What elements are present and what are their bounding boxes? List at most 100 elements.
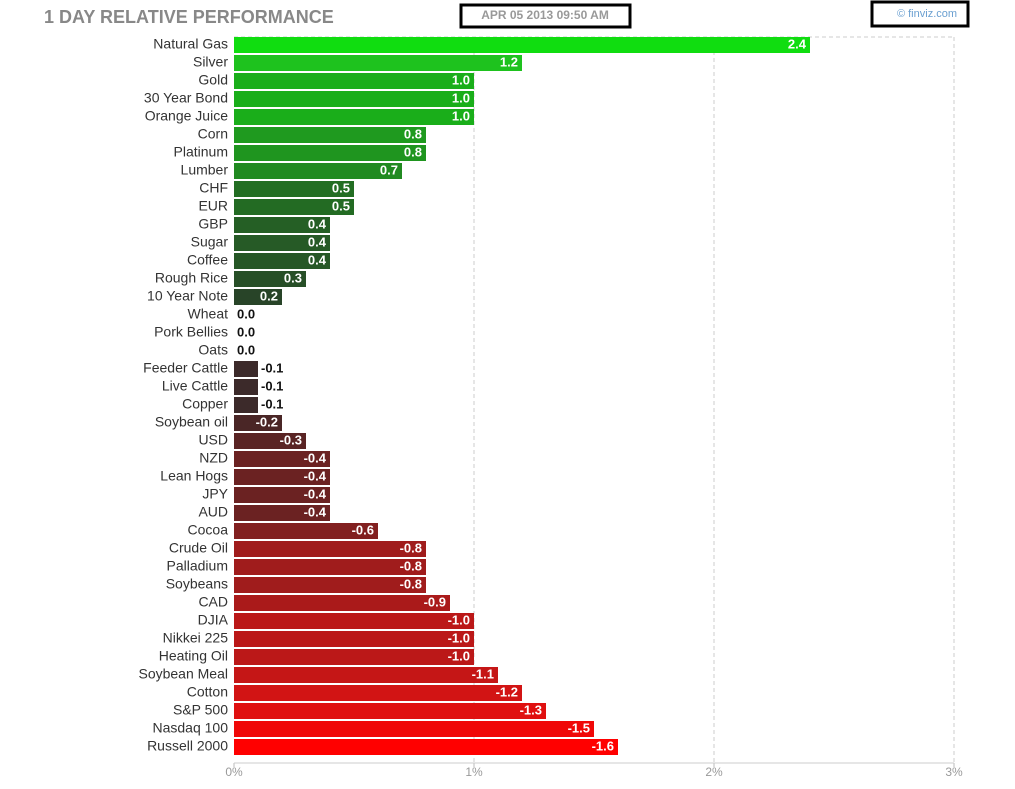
value-label: -0.4	[304, 468, 327, 483]
value-label: -0.4	[304, 486, 327, 501]
chart-title: 1 DAY RELATIVE PERFORMANCE	[44, 7, 334, 27]
category-label: EUR	[198, 198, 228, 214]
value-label: 0.0	[237, 342, 255, 357]
source-box[interactable]	[870, 0, 970, 28]
value-label: 0.7	[380, 162, 398, 177]
category-label: CHF	[199, 180, 228, 196]
x-tick-label: 1%	[465, 765, 483, 779]
value-label: 2.4	[788, 36, 807, 51]
category-label: Pork Bellies	[154, 324, 228, 340]
value-label: -0.8	[400, 558, 422, 573]
category-label: Crude Oil	[169, 540, 228, 556]
bar	[234, 163, 402, 179]
category-label: NZD	[199, 450, 228, 466]
category-label: Cotton	[187, 684, 228, 700]
value-label: -1.0	[448, 630, 470, 645]
value-label: 0.8	[404, 126, 422, 141]
category-label: Natural Gas	[153, 36, 228, 52]
value-label: 0.5	[332, 180, 350, 195]
category-label: Copper	[182, 396, 228, 412]
bar	[234, 271, 306, 287]
category-label: Soybean oil	[155, 414, 228, 430]
bar	[234, 379, 258, 395]
timestamp-box	[459, 3, 632, 29]
bar	[234, 181, 354, 197]
bar	[234, 685, 522, 701]
category-label: Wheat	[188, 306, 229, 322]
category-label: AUD	[198, 504, 228, 520]
x-tick-label: 0%	[225, 765, 243, 779]
value-label: -0.2	[256, 414, 278, 429]
category-label: Silver	[193, 54, 228, 70]
category-label: 10 Year Note	[147, 288, 228, 304]
category-label: Soybeans	[166, 576, 228, 592]
value-label: 0.0	[237, 324, 255, 339]
source[interactable]: © finviz.com	[897, 8, 957, 20]
category-label: Sugar	[191, 234, 229, 250]
bar	[234, 397, 258, 413]
bar	[234, 289, 282, 305]
category-label: Corn	[198, 126, 228, 142]
category-label: Orange Juice	[145, 108, 228, 124]
category-label: Live Cattle	[162, 378, 228, 394]
category-label: USD	[198, 432, 228, 448]
category-label: Palladium	[167, 558, 228, 574]
bar	[234, 109, 474, 125]
bar	[234, 703, 546, 719]
category-label: S&P 500	[173, 702, 228, 718]
bar	[234, 253, 330, 269]
bar	[234, 721, 594, 737]
bar	[234, 739, 618, 755]
x-tick-label: 3%	[945, 765, 963, 779]
value-label: -0.1	[261, 360, 283, 375]
value-label: 0.2	[260, 288, 278, 303]
category-label: Lumber	[181, 162, 229, 178]
bar	[234, 217, 330, 233]
category-label: Oats	[198, 342, 228, 358]
category-label: Coffee	[187, 252, 228, 268]
value-label: -1.0	[448, 612, 470, 627]
bar	[234, 667, 498, 683]
value-label: -0.3	[280, 432, 302, 447]
bar	[234, 631, 474, 647]
value-label: 1.0	[452, 108, 470, 123]
bar	[234, 649, 474, 665]
value-label: -0.4	[304, 504, 327, 519]
bar	[234, 523, 378, 539]
x-tick-label: 2%	[705, 765, 723, 779]
value-label: -0.4	[304, 450, 327, 465]
category-label: Nasdaq 100	[152, 720, 228, 736]
value-label: 0.4	[308, 234, 327, 249]
value-label: -1.1	[472, 666, 494, 681]
bar	[234, 541, 426, 557]
bar	[234, 415, 282, 431]
bar	[234, 37, 810, 53]
category-label: Feeder Cattle	[143, 360, 228, 376]
bar	[234, 559, 426, 575]
bar	[234, 73, 474, 89]
value-label: 0.5	[332, 198, 350, 213]
bar	[234, 127, 426, 143]
bar	[234, 469, 330, 485]
bar	[234, 433, 306, 449]
category-label: Soybean Meal	[138, 666, 228, 682]
value-label: -1.6	[592, 738, 614, 753]
category-label: Cocoa	[188, 522, 229, 538]
value-label: 1.0	[452, 72, 470, 87]
category-label: Platinum	[174, 144, 228, 160]
bar	[234, 505, 330, 521]
bar	[234, 487, 330, 503]
category-label: CAD	[198, 594, 228, 610]
bar	[234, 199, 354, 215]
value-label: -1.5	[568, 720, 590, 735]
bar	[234, 361, 258, 377]
value-label: -1.0	[448, 648, 470, 663]
category-label: Gold	[198, 72, 228, 88]
value-label: 1.2	[500, 54, 518, 69]
category-label: JPY	[202, 486, 228, 502]
value-label: -0.1	[261, 396, 283, 411]
category-label: Rough Rice	[155, 270, 228, 286]
value-label: -0.8	[400, 540, 422, 555]
category-label: 30 Year Bond	[144, 90, 228, 106]
